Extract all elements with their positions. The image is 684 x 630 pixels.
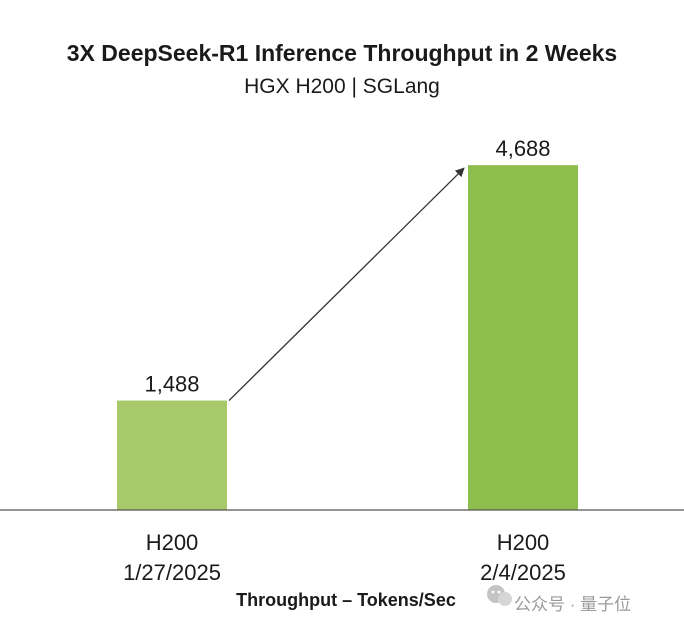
- bar-0: [117, 400, 227, 510]
- value-label-1: 4,688: [495, 136, 550, 161]
- watermark-text: 公众号 · 量子位: [514, 595, 631, 614]
- watermark: 公众号 · 量子位: [487, 585, 631, 614]
- category-label-name-1: H200: [497, 530, 550, 555]
- x-axis-label: Throughput – Tokens/Sec: [236, 590, 456, 610]
- trend-arrow: [228, 167, 465, 402]
- bar-1: [468, 165, 578, 511]
- value-label-0: 1,488: [144, 372, 199, 397]
- category-labels-group: H200 1/27/2025 H200 2/4/2025: [123, 530, 566, 585]
- value-labels-group: 1,488 4,688: [144, 136, 550, 396]
- chart-title: 3X DeepSeek-R1 Inference Throughput in 2…: [67, 40, 617, 66]
- chart-subtitle: HGX H200 | SGLang: [244, 75, 440, 98]
- category-label-name-0: H200: [146, 530, 199, 555]
- bars-group: [117, 165, 578, 511]
- category-label-date-0: 1/27/2025: [123, 560, 221, 585]
- wechat-icon: [487, 585, 512, 606]
- category-label-date-1: 2/4/2025: [480, 560, 566, 585]
